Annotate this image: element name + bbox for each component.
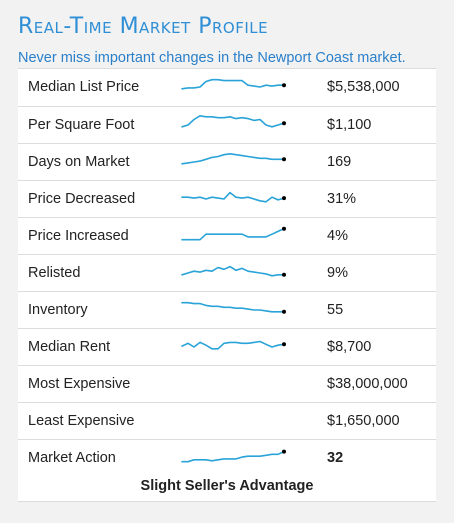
stat-row-price-decreased: Price Decreased 31%	[18, 180, 436, 218]
sparkline-endpoint	[282, 157, 286, 162]
stat-label: Market Action	[28, 450, 116, 466]
stat-value: 31%	[327, 191, 357, 207]
page-title: Real-Time Market Profile	[18, 14, 269, 39]
sparkline-line	[181, 301, 285, 313]
stat-row-least-expensive: Least Expensive $1,650,000	[18, 402, 436, 440]
sparkline-chart	[181, 265, 286, 277]
stat-label: Median Rent	[28, 339, 111, 355]
sparkline-chart	[181, 114, 286, 128]
sparkline-endpoint	[282, 449, 286, 454]
sparkline-chart	[181, 191, 286, 203]
stat-row-market-action: Market Action 32 Slight Seller's Advantage	[18, 439, 436, 503]
stat-row-most-expensive: Most Expensive $38,000,000	[18, 365, 436, 403]
stat-value: 169	[327, 154, 352, 170]
sparkline-line	[181, 227, 285, 241]
stat-value: 55	[327, 302, 344, 318]
stat-label: Per Square Foot	[28, 117, 135, 133]
stat-value: $1,100	[327, 117, 372, 133]
page-subtitle: Never miss important changes in the Newp…	[18, 50, 406, 66]
sparkline-endpoint	[282, 83, 286, 88]
sparkline-line	[181, 191, 285, 203]
stat-row-per-square-foot: Per Square Foot $1,100	[18, 106, 436, 144]
stat-row-inventory: Inventory 55	[18, 291, 436, 329]
sparkline-endpoint	[282, 342, 286, 347]
sparkline-line	[181, 340, 285, 350]
stat-value: 4%	[327, 228, 348, 244]
sparkline-endpoint	[282, 226, 286, 231]
stat-label: Least Expensive	[28, 413, 135, 429]
sparkline-endpoint	[282, 272, 286, 277]
stat-row-price-increased: Price Increased 4%	[18, 217, 436, 255]
stat-row-relisted: Relisted 9%	[18, 254, 436, 292]
stat-row-days-on-market: Days on Market 169	[18, 143, 436, 181]
sparkline-chart	[181, 449, 286, 463]
sparkline-chart	[181, 340, 286, 350]
stat-value: 9%	[327, 265, 348, 281]
stat-label: Price Increased	[28, 228, 129, 244]
sparkline-line	[181, 114, 285, 128]
sparkline-line	[181, 152, 285, 165]
sparkline-endpoint	[282, 121, 286, 126]
sparkline-chart	[181, 301, 286, 314]
stat-label: Days on Market	[28, 154, 130, 170]
sparkline-endpoint	[282, 309, 286, 314]
stat-value: $38,000,000	[327, 376, 408, 392]
stat-label: Most Expensive	[28, 376, 131, 392]
market-verdict: Slight Seller's Advantage	[140, 478, 314, 494]
market-stats-table: Median List Price $5,538,000 Per Square Fo…	[18, 68, 436, 502]
sparkline-line	[181, 450, 285, 463]
stat-value: $1,650,000	[327, 413, 400, 429]
stat-value: 32	[327, 450, 344, 466]
stat-row-median-rent: Median Rent $8,700	[18, 328, 436, 366]
sparkline-endpoint	[282, 196, 286, 201]
stat-value: $5,538,000	[327, 79, 400, 95]
stat-label: Relisted	[28, 265, 81, 281]
sparkline-line	[181, 265, 285, 277]
stat-row-median-list-price: Median List Price $5,538,000	[18, 69, 436, 106]
sparkline-chart	[181, 78, 286, 90]
sparkline-chart	[181, 226, 286, 241]
stat-label: Inventory	[28, 302, 88, 318]
stat-value: $8,700	[327, 339, 372, 355]
stat-label: Median List Price	[28, 79, 140, 95]
stat-label: Price Decreased	[28, 191, 136, 207]
sparkline-line	[181, 78, 285, 90]
sparkline-chart	[181, 152, 286, 165]
